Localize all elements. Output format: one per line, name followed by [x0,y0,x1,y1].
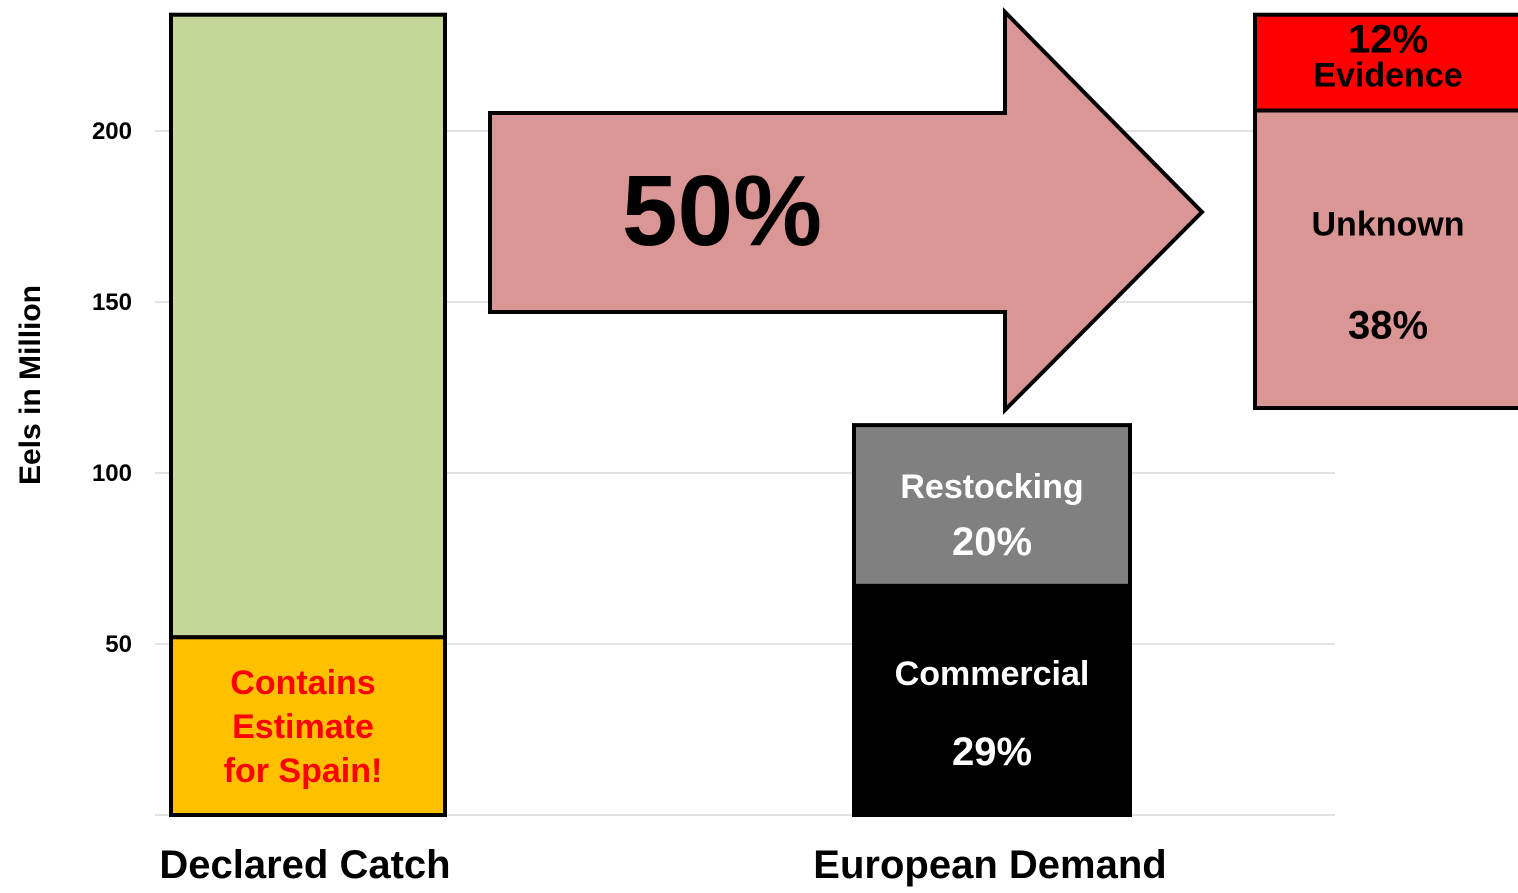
segment-label: Commercial [895,655,1090,693]
segment-label: Unknown [1312,206,1465,244]
segment-label: for Spain! [224,752,383,790]
segment-label: Estimate [232,708,374,746]
segment-label: Evidence [1313,57,1462,95]
arrow-percent-label: 50% [622,155,822,267]
segment-percent: 20% [952,520,1032,564]
x-category-label: European Demand [813,843,1166,887]
bar-segment [852,583,1132,817]
y-tick-label: 50 [105,631,132,658]
bar-segment [852,423,1132,588]
arrow-shape [488,7,1205,415]
bar-segment [1253,108,1518,411]
bar-segment [169,635,447,817]
segment-label: Restocking [900,468,1083,506]
segment-percent: 12% [1348,18,1428,62]
y-axis-ticks: 50 100 150 200 [92,118,132,658]
segment-percent: 38% [1348,304,1428,348]
y-tick-label: 150 [92,289,132,316]
x-axis-categories: Declared Catch European Demand [159,843,1166,887]
y-tick-label: 200 [92,118,132,145]
bar-group: Contains Estimate for Spain! [169,12,447,817]
segment-label: Contains [230,664,375,702]
bar-group: Commercial 29% Restocking 20% Unknown 38% 12%E… [852,12,1518,817]
segment-percent: 29% [952,730,1032,774]
x-category-label: Declared Catch [159,843,450,887]
bar-segment [169,12,447,640]
y-axis-label: Eels in Million [14,285,47,485]
bar-segment [1253,12,1518,113]
bars: Contains Estimate for Spain! Commercial 29% R… [169,12,1518,817]
transfer-arrow: 50% [488,7,1205,415]
y-tick-label: 100 [92,460,132,487]
